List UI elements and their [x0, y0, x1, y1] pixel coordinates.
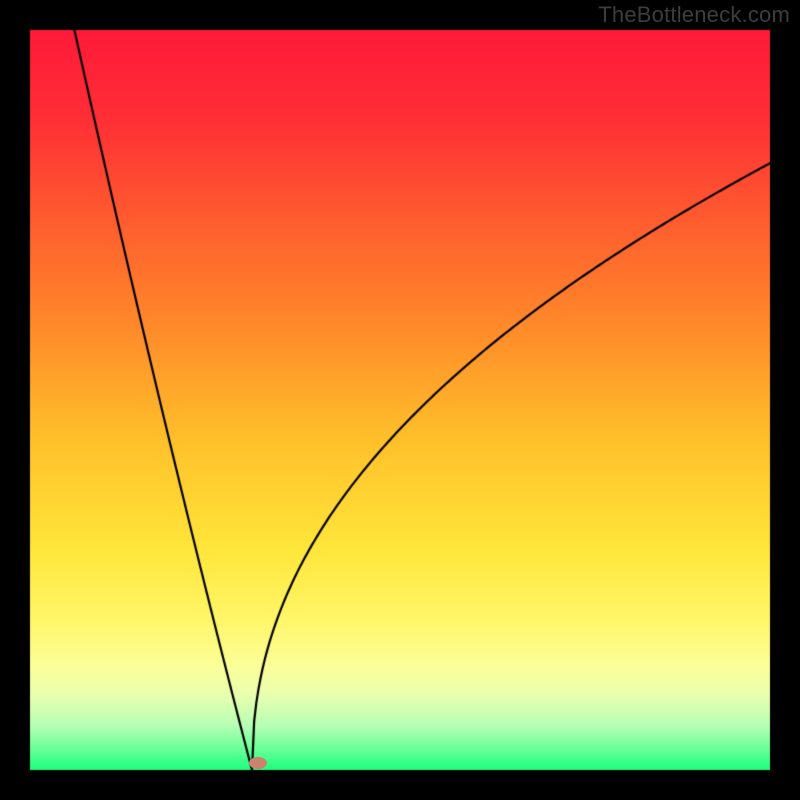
- watermark-text: TheBottleneck.com: [598, 2, 790, 28]
- vertex-marker: [249, 757, 267, 769]
- bottleneck-curve: [0, 0, 800, 800]
- chart-stage: TheBottleneck.com: [0, 0, 800, 800]
